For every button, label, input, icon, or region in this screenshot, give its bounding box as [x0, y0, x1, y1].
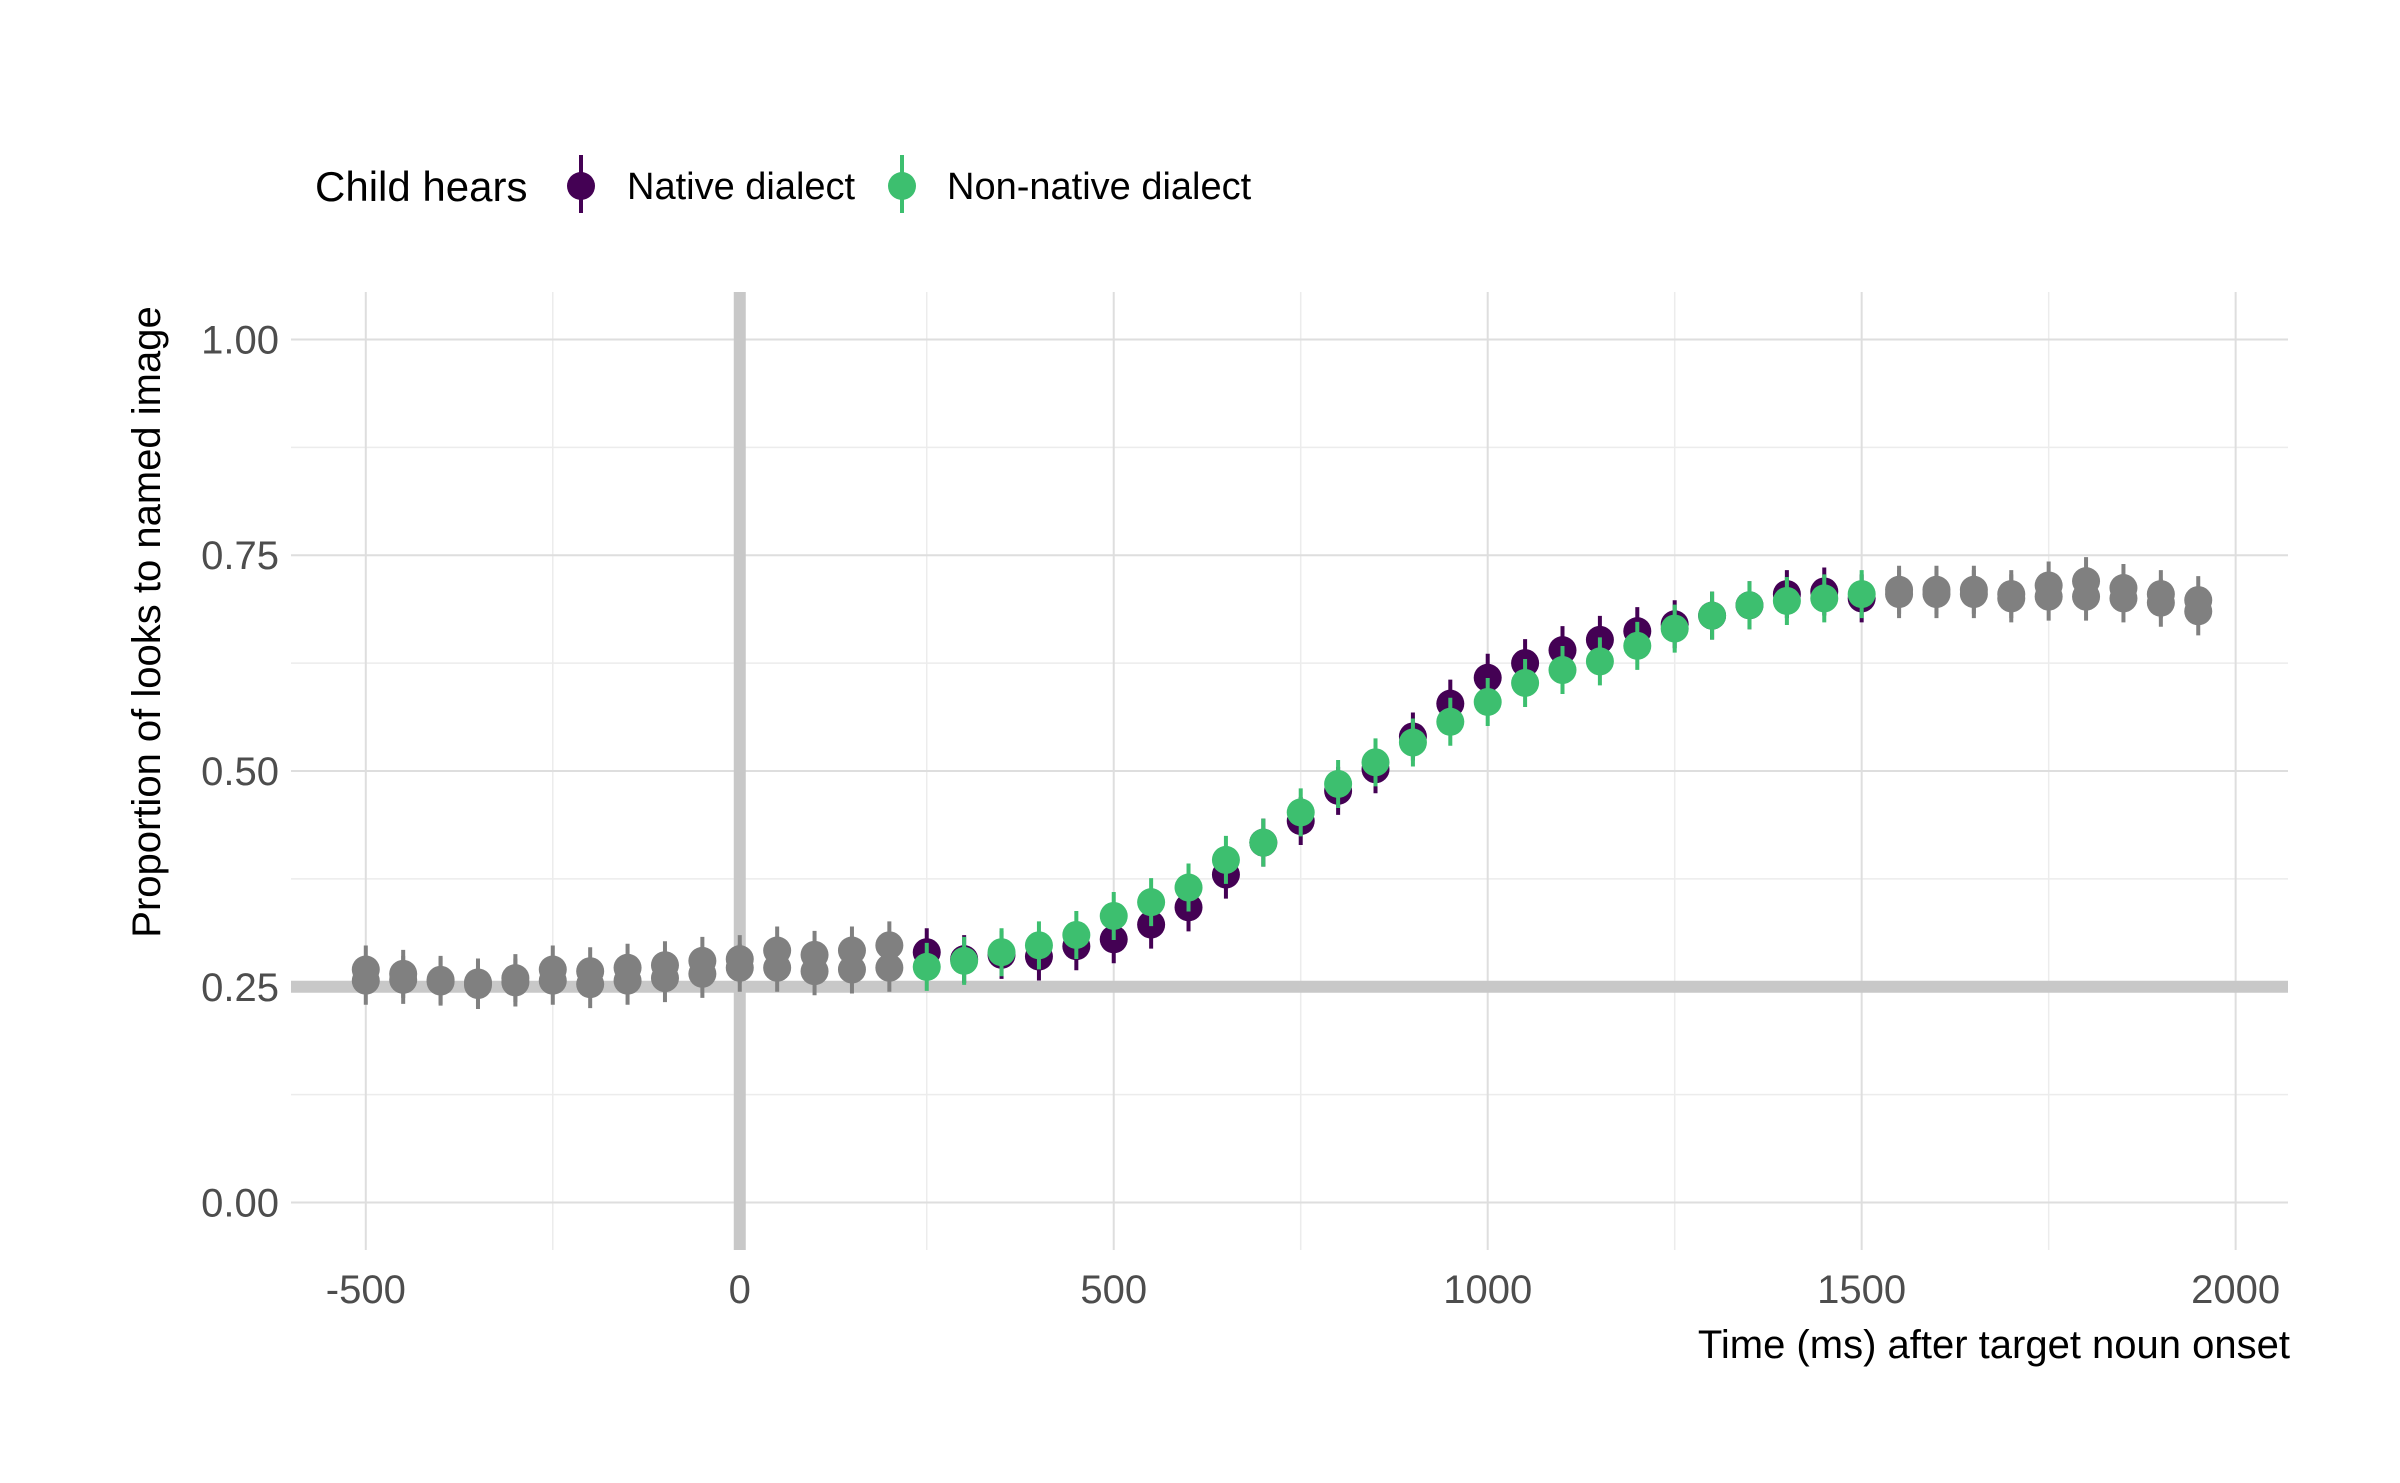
data-point-non-native [1959, 580, 1988, 609]
data-point-non-native [837, 955, 866, 984]
data-point-non-native [1398, 728, 1427, 757]
data-point-non-native [1211, 845, 1240, 874]
data-point-non-native [613, 966, 642, 995]
data-point-non-native [538, 966, 567, 995]
x-tick-label: 500 [1080, 1268, 1147, 1312]
data-point-non-native [1922, 580, 1951, 609]
data-point-non-native [2034, 582, 2063, 611]
data-point-non-native [1099, 901, 1128, 930]
data-point-non-native [650, 964, 679, 993]
legend-title: Child hears [315, 163, 527, 210]
data-point-non-native [1698, 601, 1727, 630]
data-point-non-native [987, 938, 1016, 967]
data-point-non-native [1511, 668, 1540, 697]
data-point-non-native [1324, 769, 1353, 798]
data-point-non-native [1810, 584, 1839, 613]
data-point-non-native [912, 952, 941, 981]
y-tick-label: 1.00 [201, 318, 279, 362]
y-tick-label: 0.00 [201, 1182, 279, 1226]
x-tick-label: -500 [326, 1268, 406, 1312]
data-point-non-native [2146, 588, 2175, 617]
data-point-non-native [1361, 748, 1390, 777]
data-point-non-native [1249, 828, 1278, 857]
data-point-non-native [501, 968, 530, 997]
data-point-non-native [725, 953, 754, 982]
data-point-non-native [2109, 584, 2138, 613]
y-tick-label: 0.25 [201, 966, 279, 1010]
data-point-non-native [1585, 647, 1614, 676]
y-axis-ticks: 0.00 0.25 0.50 0.75 1.00 [201, 318, 279, 1225]
legend-key-native [567, 155, 595, 213]
data-point-non-native [1735, 591, 1764, 620]
grid [291, 292, 2288, 1250]
legend: Child hears Native dialect Non-native di… [315, 155, 1252, 213]
data-point-non-native [763, 953, 792, 982]
x-tick-label: 2000 [2191, 1268, 2280, 1312]
data-point-non-native [688, 959, 717, 988]
data-point-non-native [1660, 614, 1689, 643]
y-axis-title: Proportion of looks to named image [125, 306, 169, 937]
data-point-non-native [1548, 656, 1577, 685]
data-point-non-native [426, 967, 455, 996]
data-point-non-native [2072, 582, 2101, 611]
data-point-non-native [1024, 931, 1053, 960]
data-point-non-native [1137, 888, 1166, 917]
x-axis-ticks: -500 0 500 1000 1500 2000 [326, 1268, 2280, 1312]
data-point-non-native [351, 966, 380, 995]
data-point-non-native [1062, 920, 1091, 949]
data-point-non-native [875, 953, 904, 982]
legend-key-non-native [888, 155, 916, 213]
data-point-non-native [950, 946, 979, 975]
data-point-non-native [463, 971, 492, 1000]
x-tick-label: 0 [729, 1268, 751, 1312]
data-point-non-native [576, 970, 605, 999]
data-point-non-native [389, 965, 418, 994]
legend-label-native: Native dialect [627, 166, 856, 208]
data-point-non-native [2184, 597, 2213, 626]
data-points [351, 557, 2213, 1010]
data-point-non-native [1286, 798, 1315, 827]
data-point-non-native [1772, 586, 1801, 615]
y-tick-label: 0.50 [201, 750, 279, 794]
data-point-non-native [1436, 707, 1465, 736]
data-point-non-native [1885, 580, 1914, 609]
data-point-non-native [1847, 580, 1876, 609]
data-point-non-native [1174, 873, 1203, 902]
data-point-non-native [1623, 631, 1652, 660]
x-tick-label: 1500 [1817, 1268, 1906, 1312]
x-tick-label: 1000 [1443, 1268, 1532, 1312]
data-point-non-native [800, 957, 829, 986]
y-tick-label: 0.75 [201, 534, 279, 578]
legend-label-non-native: Non-native dialect [947, 166, 1252, 208]
x-axis-title: Time (ms) after target noun onset [1698, 1323, 2290, 1367]
data-point-non-native [1997, 584, 2026, 613]
data-point-non-native [1473, 687, 1502, 716]
data-point-native [1473, 663, 1502, 692]
